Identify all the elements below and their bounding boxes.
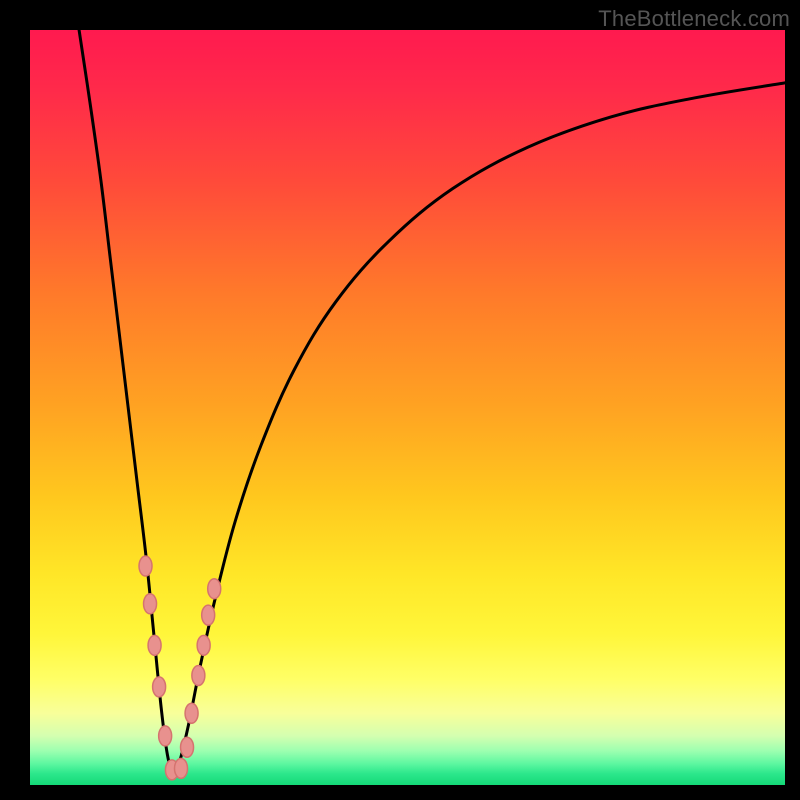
marker-point [202, 605, 215, 625]
marker-point [144, 594, 157, 614]
marker-point [181, 737, 194, 757]
marker-point [175, 758, 188, 778]
watermark-text: TheBottleneck.com [598, 6, 790, 32]
marker-point [185, 703, 198, 723]
marker-point [139, 556, 152, 576]
marker-point [208, 579, 221, 599]
curve-left [79, 30, 173, 777]
marker-point [148, 635, 161, 655]
marker-point [159, 726, 172, 746]
curves-layer [30, 30, 785, 785]
plot-area [30, 30, 785, 785]
curve-right [173, 83, 785, 778]
marker-point [192, 666, 205, 686]
marker-point [153, 677, 166, 697]
marker-point [197, 635, 210, 655]
